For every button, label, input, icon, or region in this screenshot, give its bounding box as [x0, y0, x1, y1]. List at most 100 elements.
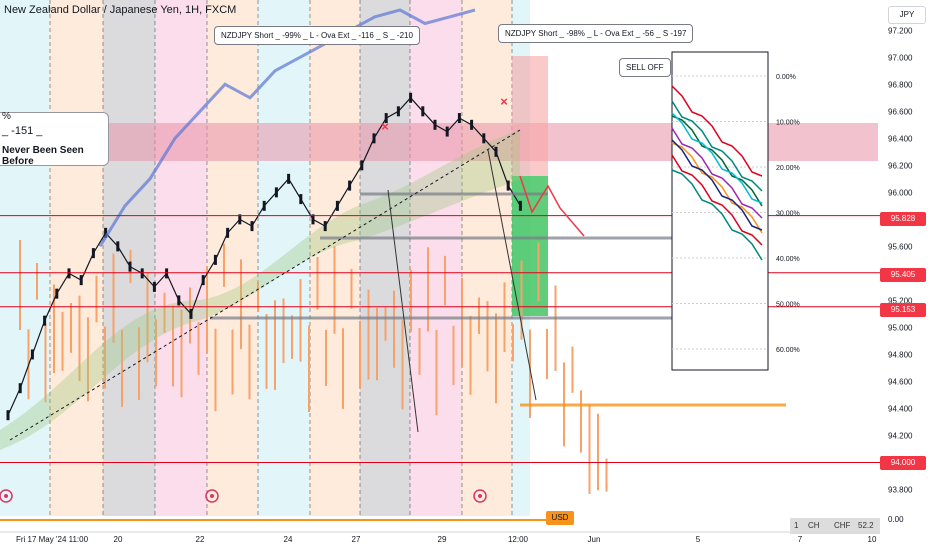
candle-4: [55, 288, 59, 299]
session-band-5: [258, 0, 310, 516]
candle-40: [494, 146, 498, 157]
candle-2: [30, 349, 34, 360]
candle-38: [470, 119, 474, 130]
x-tick-8: 5: [696, 535, 701, 544]
fx-left: 1: [794, 521, 799, 530]
down-arrow-1: [487, 149, 537, 401]
candle-39: [482, 133, 486, 144]
x-tick-2: 22: [196, 535, 205, 544]
candle-10: [128, 261, 132, 272]
y-tick-4: 96.400: [888, 134, 913, 143]
candle-22: [274, 187, 278, 198]
candle-25: [311, 214, 315, 225]
chart-title: New Zealand Dollar / Japanese Yen, 1H, F…: [4, 4, 237, 16]
callout-line-3: Never Been Seen Before: [2, 145, 84, 167]
x-marker-0: ×: [381, 119, 389, 134]
candle-9: [116, 241, 120, 252]
y-tick-1: 97.000: [888, 53, 913, 62]
session-band-0: [0, 0, 50, 516]
x-tick-1: 20: [114, 535, 123, 544]
inset-series-8: [671, 169, 763, 261]
candle-3: [43, 315, 47, 326]
candle-7: [91, 248, 95, 259]
y-tick-17: 93.800: [888, 485, 913, 494]
price-label-94000: 94.000: [880, 456, 926, 470]
candle-16: [201, 275, 205, 286]
short-annotation-1: NZDJPY Short _ -99% _ L - Ova Ext _ -116…: [214, 26, 420, 45]
candle-14: [177, 295, 181, 306]
y-tick-6: 96.000: [888, 188, 913, 197]
x-tick-5: 29: [438, 535, 447, 544]
fx-right: 52.2: [858, 521, 874, 530]
y-tick-8: 95.600: [888, 242, 913, 251]
candle-41: [506, 180, 510, 191]
inset-tick-2: 20.00%: [776, 165, 800, 172]
y-tick-12: 94.800: [888, 350, 913, 359]
short-annotation-2: NZDJPY Short _ -98% _ L - Ova Ext _ -56 …: [498, 24, 694, 43]
inset-series-4: [671, 127, 763, 219]
y-tick-15: 94.200: [888, 431, 913, 440]
inset-series-5: [671, 142, 763, 234]
candle-28: [348, 180, 352, 191]
candle-26: [323, 221, 327, 232]
x-tick-3: 24: [284, 535, 293, 544]
fx-box: 1 CH CHF 52.2: [790, 518, 880, 534]
candle-8: [104, 227, 108, 238]
y-tick-14: 94.400: [888, 404, 913, 413]
inset-series-2: [671, 115, 763, 207]
candle-35: [433, 119, 437, 130]
inset-tick-0: 0.00%: [776, 74, 796, 81]
candle-20: [250, 221, 254, 232]
projection-arrow: [519, 175, 585, 237]
callout-box: % _ -151 _ Never Been Seen Before: [0, 111, 109, 167]
candle-37: [457, 113, 461, 124]
sell-zone-green: [512, 176, 548, 316]
inset-tick-5: 50.00%: [776, 302, 800, 309]
zero-axis-label: 0.00: [888, 515, 904, 524]
down-arrow-0: [387, 189, 419, 433]
candle-29: [360, 160, 364, 171]
candle-36: [445, 126, 449, 137]
candle-21: [262, 200, 266, 211]
usd-tag: USD: [546, 511, 574, 525]
candle-30: [372, 133, 376, 144]
candle-27: [335, 200, 339, 211]
marker-circle-2: [473, 489, 487, 503]
x-tick-4: 27: [352, 535, 361, 544]
inset-series-0: [671, 85, 763, 177]
inset-series-7: [671, 154, 763, 246]
candle-42: [518, 200, 522, 211]
price-label-95828: 95.828: [880, 212, 926, 226]
marker-circle-1: [205, 489, 219, 503]
candle-6: [79, 275, 83, 286]
candle-12: [152, 281, 156, 292]
candle-5: [67, 268, 71, 279]
session-band-3: [155, 0, 207, 516]
candle-11: [140, 268, 144, 279]
overlay-series-line: [98, 8, 476, 248]
session-band-8: [410, 0, 462, 516]
candle-32: [396, 106, 400, 117]
marker-dot-0: [4, 494, 8, 498]
candle-33: [409, 92, 413, 103]
session-band-2: [103, 0, 155, 516]
session-band-9: [462, 0, 512, 516]
y-tick-3: 96.600: [888, 107, 913, 116]
inset-tick-1: 10.00%: [776, 120, 800, 127]
x-tick-9: 7: [798, 535, 803, 544]
candle-15: [189, 308, 193, 319]
price-label-95153: 95.153: [880, 303, 926, 317]
candle-23: [287, 173, 291, 184]
fx-mid1: CH: [808, 521, 820, 530]
inset-series-6: [671, 139, 763, 231]
inset-tick-6: 60.00%: [776, 347, 800, 354]
y-tick-5: 96.200: [888, 161, 913, 170]
candle-19: [238, 214, 242, 225]
callout-line-1: %: [2, 111, 11, 122]
x-tick-6: 12:00: [508, 535, 529, 544]
inset-series-3: [671, 112, 763, 204]
currency-button[interactable]: JPY: [888, 6, 926, 24]
candle-13: [165, 268, 169, 279]
y-tick-2: 96.800: [888, 80, 913, 89]
